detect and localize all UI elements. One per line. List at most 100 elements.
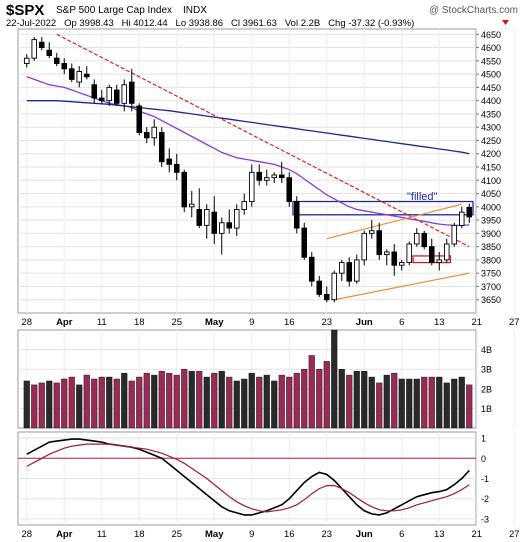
volume-bar [428, 376, 435, 429]
candle-body-up [398, 262, 405, 266]
x-tick-label: 25 [171, 317, 182, 328]
x-tick-label: 6 [399, 529, 404, 540]
candle-body-down [83, 73, 90, 78]
macd-gridlines [18, 432, 515, 525]
volume-bar [346, 374, 353, 429]
candlestick [166, 148, 173, 173]
symbol-label: $SPX [6, 2, 44, 19]
volume-bar [121, 372, 128, 429]
price-tick-label: 3750 [481, 269, 501, 279]
candlestick [241, 193, 248, 215]
candlestick [383, 249, 390, 266]
candlestick [331, 270, 338, 303]
candle-body-up [248, 171, 255, 202]
volume-bar [413, 378, 420, 429]
price-tick-label: 4600 [481, 43, 501, 53]
candlestick [226, 209, 233, 234]
x-tick-label: Apr [56, 317, 73, 328]
candle-body-down [173, 163, 180, 173]
volume-bar [218, 370, 225, 429]
x-tick-label: 13 [434, 317, 445, 328]
volume-bar [256, 376, 263, 429]
candlestick [98, 90, 105, 104]
ohlc-stats-line: 22-Jul-2022 Op 3998.43 Hi 4012.44 Lo 393… [6, 18, 414, 29]
candlestick [248, 164, 255, 207]
volume-bar [391, 372, 398, 429]
down-arrow-icon [502, 20, 509, 25]
volume-bar [421, 376, 428, 429]
candle-body-down [391, 251, 398, 266]
candle-body-down [53, 57, 60, 64]
candlestick [91, 79, 98, 104]
macd-tick-label: -1 [481, 474, 489, 484]
price-tick-label: 4200 [481, 149, 501, 159]
x-tick-label: May [205, 529, 224, 540]
watermark: @ StockCharts.com [429, 5, 518, 16]
candlestick [458, 206, 465, 229]
volume-bar [31, 384, 38, 429]
x-tick-label: 25 [171, 529, 182, 540]
volume-bar [316, 369, 323, 429]
candle-body-down [98, 97, 105, 102]
candlestick [301, 222, 308, 260]
candle-body-up [188, 203, 195, 208]
x-tick-label: 9 [249, 529, 254, 540]
candlestick [181, 169, 188, 213]
price-tick-label: 4500 [481, 70, 501, 80]
macd-line [26, 438, 470, 516]
orange-lower-trendline [334, 272, 470, 301]
candle-body-down [128, 81, 135, 104]
macd-tick-label: -3 [481, 514, 489, 524]
price-tick-label: 4300 [481, 123, 501, 133]
candle-body-up [458, 211, 465, 226]
volume-bar [263, 374, 270, 429]
volume-bar [166, 372, 173, 429]
candle-body-up [263, 177, 270, 181]
candlestick [256, 164, 263, 186]
candle-body-down [346, 262, 353, 282]
candle-body-down [181, 171, 188, 208]
price-tick-label: 3900 [481, 229, 501, 239]
candlestick [38, 36, 45, 51]
candle-body-down [113, 89, 120, 104]
volume-bar [451, 378, 458, 429]
price-tick-label: 4450 [481, 83, 501, 93]
volume-bar [196, 370, 203, 429]
price-tick-label: 4050 [481, 189, 501, 199]
volume-bar [76, 384, 83, 429]
x-tick-label: 21 [471, 317, 482, 328]
candle-body-down [256, 171, 263, 181]
candlestick [128, 68, 135, 112]
volume-bar [278, 374, 285, 429]
volume-bar [361, 370, 368, 429]
volume-bar [331, 329, 338, 429]
volume-bar [406, 378, 413, 429]
x-tick-label: 18 [134, 529, 145, 540]
volume-bar [466, 384, 473, 429]
candlestick [323, 286, 330, 303]
volume-bar [181, 369, 188, 429]
signal-line [26, 443, 470, 513]
exchange-label: INDX [183, 5, 207, 16]
volume-bar [368, 376, 375, 429]
price-tick-label: 3650 [481, 295, 501, 305]
volume-tick-label: 4B [481, 345, 492, 355]
macd-tick-label: 0 [481, 454, 486, 464]
candle-body-down [61, 63, 68, 70]
x-tick-label: 23 [321, 529, 332, 540]
volume-bar [83, 374, 90, 429]
candle-body-up [233, 209, 240, 229]
x-tick-label: 28 [21, 317, 32, 328]
volume-bar [233, 380, 240, 429]
candlestick [218, 217, 225, 255]
candle-body-up [203, 209, 210, 226]
macd-tick-label: 1 [481, 434, 486, 444]
x-tick-label: 27 [509, 529, 520, 540]
x-tick-label: 27 [509, 317, 520, 328]
volume-bar [458, 376, 465, 429]
volume-bar [376, 382, 383, 429]
x-tick-label: Apr [56, 529, 73, 540]
candle-body-up [361, 232, 368, 261]
candle-body-up [331, 272, 338, 301]
volume-bar [443, 382, 450, 429]
